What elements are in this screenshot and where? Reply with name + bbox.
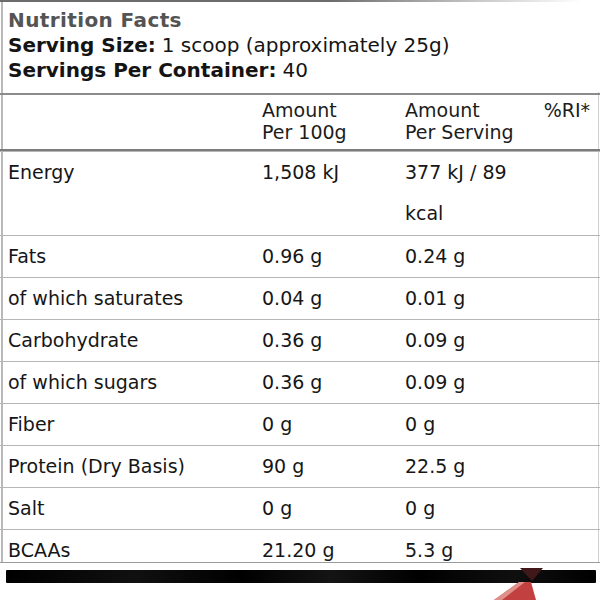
serving-size-value: 1 scoop (approximately 25g) <box>162 33 450 57</box>
header-amount-per-100g: Amount Per 100g <box>262 99 405 149</box>
amount-per-100g: 0.96 g <box>262 244 405 277</box>
amount-per-serving: 0.09 g <box>405 328 540 361</box>
serving-size-label: Serving Size: <box>8 33 156 57</box>
table-row-saturates: of which saturates 0.04 g 0.01 g <box>0 277 600 319</box>
nutrition-table: Amount Per 100g Amount Per Serving %RI* … <box>0 93 600 571</box>
table-header-row: Amount Per 100g Amount Per Serving %RI* <box>0 93 600 151</box>
label-header: Nutrition Facts Serving Size:1 scoop (ap… <box>8 8 592 83</box>
amount-per-100g: 90 g <box>262 454 405 487</box>
nutrient-name: Energy <box>0 160 262 235</box>
amount-per-100g: 1,508 kJ <box>262 160 405 235</box>
servings-per-container-line: Servings Per Container:40 <box>8 58 592 83</box>
ri-value <box>540 496 600 529</box>
nutrient-name: BCAAs <box>0 538 262 571</box>
amount-per-serving: 0 g <box>405 412 540 445</box>
table-row-fiber: Fiber 0 g 0 g <box>0 403 600 445</box>
label-top-border <box>0 0 600 2</box>
amount-per-serving: 0.09 g <box>405 370 540 403</box>
nutrient-name: Carbohydrate <box>0 328 262 361</box>
header-ri-column: %RI* <box>540 99 600 149</box>
ri-value <box>540 370 600 403</box>
ri-value <box>540 328 600 361</box>
amount-per-serving: 0 g <box>405 496 540 529</box>
amount-per-100g: 0.04 g <box>262 286 405 319</box>
label-title: Nutrition Facts <box>8 8 592 33</box>
nutrient-name: Fats <box>0 244 262 277</box>
amount-per-serving: 22.5 g <box>405 454 540 487</box>
servings-per-container-label: Servings Per Container: <box>8 58 276 82</box>
ri-value <box>540 160 600 235</box>
amount-per-100g: 0 g <box>262 496 405 529</box>
nutrient-name: Fiber <box>0 412 262 445</box>
header-amount-per-serving: Amount Per Serving <box>405 99 540 149</box>
amount-per-serving-line2: kcal <box>405 201 540 225</box>
amount-per-serving: 377 kJ / 89 kcal <box>405 160 540 235</box>
ri-value <box>540 286 600 319</box>
table-row-energy: Energy 1,508 kJ 377 kJ / 89 kcal <box>0 151 600 235</box>
ri-value <box>540 412 600 445</box>
nutrient-name: Protein (Dry Basis) <box>0 454 262 487</box>
table-row-carbohydrate: Carbohydrate 0.36 g 0.09 g <box>0 319 600 361</box>
table-row-salt: Salt 0 g 0 g <box>0 487 600 529</box>
amount-per-100g: 0 g <box>262 412 405 445</box>
bottom-thin-rule <box>0 562 600 563</box>
amount-per-100g: 21.20 g <box>262 538 405 571</box>
nutrition-label: Nutrition Facts Serving Size:1 scoop (ap… <box>0 0 600 600</box>
ri-value <box>540 244 600 277</box>
table-row-protein: Protein (Dry Basis) 90 g 22.5 g <box>0 445 600 487</box>
amount-per-serving: 0.01 g <box>405 286 540 319</box>
amount-per-100g: 0.36 g <box>262 370 405 403</box>
servings-per-container-value: 40 <box>282 58 307 82</box>
amount-per-serving: 0.24 g <box>405 244 540 277</box>
ri-value <box>540 454 600 487</box>
table-row-fats: Fats 0.96 g 0.24 g <box>0 235 600 277</box>
red-watermark-icon <box>480 565 570 600</box>
header-nutrient-column <box>0 99 262 149</box>
table-row-sugars: of which sugars 0.36 g 0.09 g <box>0 361 600 403</box>
serving-size-line: Serving Size:1 scoop (approximately 25g) <box>8 33 592 58</box>
amount-per-100g: 0.36 g <box>262 328 405 361</box>
nutrient-name: Salt <box>0 496 262 529</box>
nutrient-name: of which sugars <box>0 370 262 403</box>
nutrient-name: of which saturates <box>0 286 262 319</box>
